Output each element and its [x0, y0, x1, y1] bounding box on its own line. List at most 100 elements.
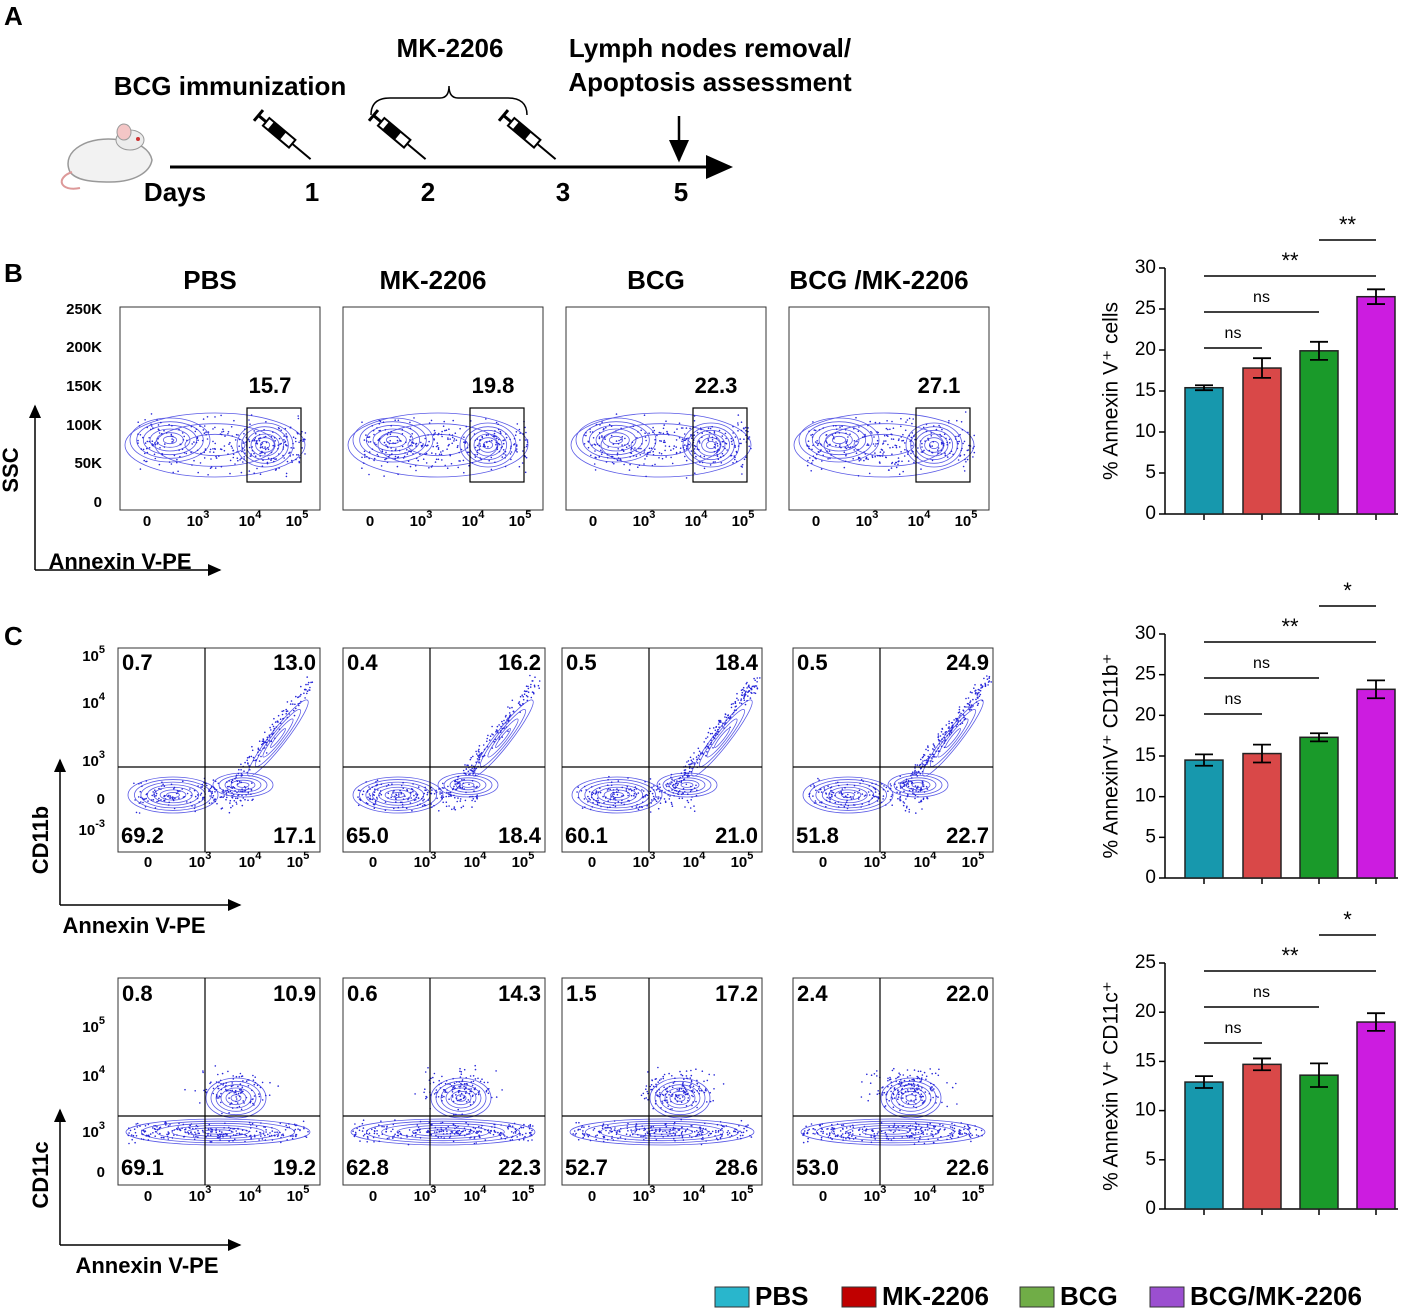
event-dot: [252, 1102, 254, 1105]
event-dot: [435, 1089, 438, 1091]
event-dot: [210, 1127, 212, 1130]
event-dot: [717, 1138, 719, 1141]
event-dot: [443, 1137, 446, 1139]
event-dot: [138, 802, 141, 804]
event-dot: [217, 1097, 220, 1099]
event-dot: [673, 445, 675, 447]
event-dot: [435, 1134, 437, 1137]
event-dot: [599, 787, 601, 789]
event-dot: [211, 802, 213, 804]
event-dot: [465, 1087, 467, 1089]
event-dot: [605, 426, 607, 429]
event-dot: [449, 1132, 452, 1135]
event-dot: [899, 1073, 901, 1076]
event-dot: [519, 432, 521, 435]
event-dot: [138, 783, 140, 785]
event-dot: [483, 754, 486, 757]
event-dot: [877, 796, 880, 798]
event-dot: [856, 440, 858, 443]
event-dot: [240, 773, 243, 775]
event-dot: [144, 419, 146, 421]
tick-exponent: 3: [430, 850, 436, 862]
event-dot: [654, 438, 656, 441]
event-dot: [241, 447, 244, 449]
event-dot: [852, 1133, 854, 1135]
event-dot: [952, 453, 954, 456]
event-dot: [951, 1126, 954, 1129]
event-dot: [262, 1133, 265, 1135]
event-dot: [389, 439, 392, 442]
event-dot: [374, 800, 377, 802]
event-dot: [970, 708, 972, 711]
event-dot: [837, 806, 840, 808]
event-dot: [506, 1136, 508, 1138]
event-dot: [977, 702, 980, 705]
event-dot: [931, 1086, 933, 1088]
tick-base: 10: [633, 854, 650, 871]
event-dot: [898, 1080, 901, 1083]
event-dot: [434, 432, 437, 434]
event-dot: [709, 1100, 712, 1103]
contour: [171, 1125, 265, 1139]
event-dot: [905, 780, 908, 782]
event-dot: [447, 1125, 450, 1128]
event-dot: [232, 456, 235, 459]
event-dot: [128, 1127, 130, 1129]
event-dot: [262, 459, 264, 462]
event-dot: [895, 446, 898, 449]
event-dot: [150, 423, 152, 426]
event-dot: [973, 445, 975, 448]
event-dot: [706, 1101, 708, 1103]
event-dot: [237, 1085, 239, 1088]
event-dot: [900, 782, 902, 784]
event-dot: [737, 430, 739, 432]
event-dot: [475, 786, 477, 789]
event-dot: [194, 1090, 196, 1092]
event-dot: [478, 1090, 481, 1092]
event-dot: [713, 431, 716, 433]
event-dot: [501, 722, 504, 725]
event-dot: [932, 755, 934, 758]
event-dot: [368, 473, 370, 476]
event-dot: [608, 775, 610, 778]
event-dot: [431, 452, 433, 454]
event-dot: [716, 451, 718, 454]
event-dot: [496, 437, 498, 440]
event-dot: [185, 452, 188, 455]
event-dot: [453, 806, 456, 808]
event-dot: [453, 785, 455, 788]
event-dot: [929, 1099, 932, 1101]
event-dot: [241, 790, 244, 793]
event-dot: [949, 452, 951, 455]
event-dot: [427, 1067, 429, 1069]
event-dot: [468, 1092, 471, 1095]
event-dot: [264, 448, 267, 451]
event-dot: [612, 1139, 615, 1141]
event-dot: [600, 453, 603, 456]
event-dot: [967, 1125, 970, 1127]
event-dot: [494, 430, 496, 432]
event-dot: [910, 439, 913, 442]
event-dot: [437, 433, 439, 436]
event-dot: [653, 429, 656, 432]
event-dot: [735, 450, 738, 453]
event-dot: [181, 448, 184, 451]
event-dot: [675, 452, 678, 455]
event-dot: [842, 1139, 844, 1141]
event-dot: [816, 453, 818, 456]
event-dot: [244, 798, 246, 801]
event-dot: [972, 705, 974, 707]
event-dot: [210, 458, 212, 460]
event-dot: [424, 437, 427, 440]
event-dot: [899, 799, 902, 802]
event-dot: [523, 690, 526, 692]
event-dot: [854, 791, 856, 794]
event-dot: [307, 681, 310, 684]
event-dot: [476, 438, 479, 440]
contour: [371, 784, 425, 806]
event-dot: [242, 797, 245, 799]
event-dot: [499, 1131, 502, 1134]
event-dot: [910, 774, 912, 777]
event-dot: [956, 441, 959, 443]
event-dot: [259, 452, 261, 455]
